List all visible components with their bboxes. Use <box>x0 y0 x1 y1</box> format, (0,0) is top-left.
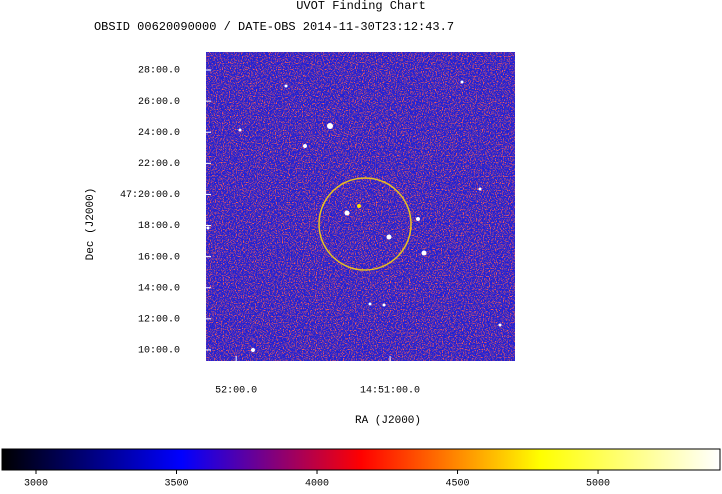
chart-subtitle: OBSID 00620090000 / DATE-OBS 2014-11-30T… <box>94 20 454 34</box>
colorbar <box>1 448 721 471</box>
error-circle <box>318 177 412 271</box>
colorbar-tick-label: 5000 <box>586 479 610 489</box>
y-tick-label: 26:00.0 <box>138 97 180 108</box>
colorbar-tick-label: 3500 <box>165 479 189 489</box>
y-tick-label: 47:20:00.0 <box>120 190 180 201</box>
x-tick-label: 14:51:00.0 <box>360 386 420 397</box>
colorbar-tick-label: 3000 <box>24 479 48 489</box>
y-tick-label: 28:00.0 <box>138 66 180 77</box>
y-tick-label: 18:00.0 <box>138 221 180 232</box>
colorbar-tick-label: 4500 <box>446 479 470 489</box>
colorbar-tick-label: 4000 <box>305 479 329 489</box>
x-tick-label: 52:00.0 <box>215 386 257 397</box>
y-tick-label: 10:00.0 <box>138 346 180 357</box>
y-tick-label: 12:00.0 <box>138 314 180 325</box>
y-tick-label: 14:00.0 <box>138 283 180 294</box>
y-axis-label: Dec (J2000) <box>85 188 97 261</box>
sky-image <box>206 52 515 361</box>
y-tick-label: 24:00.0 <box>138 128 180 139</box>
chart-title: UVOT Finding Chart <box>296 0 426 13</box>
y-tick-label: 16:00.0 <box>138 252 180 263</box>
y-tick-label: 22:00.0 <box>138 159 180 170</box>
stars <box>206 80 502 352</box>
source-marker <box>357 204 361 208</box>
x-axis-label: RA (J2000) <box>355 415 421 427</box>
